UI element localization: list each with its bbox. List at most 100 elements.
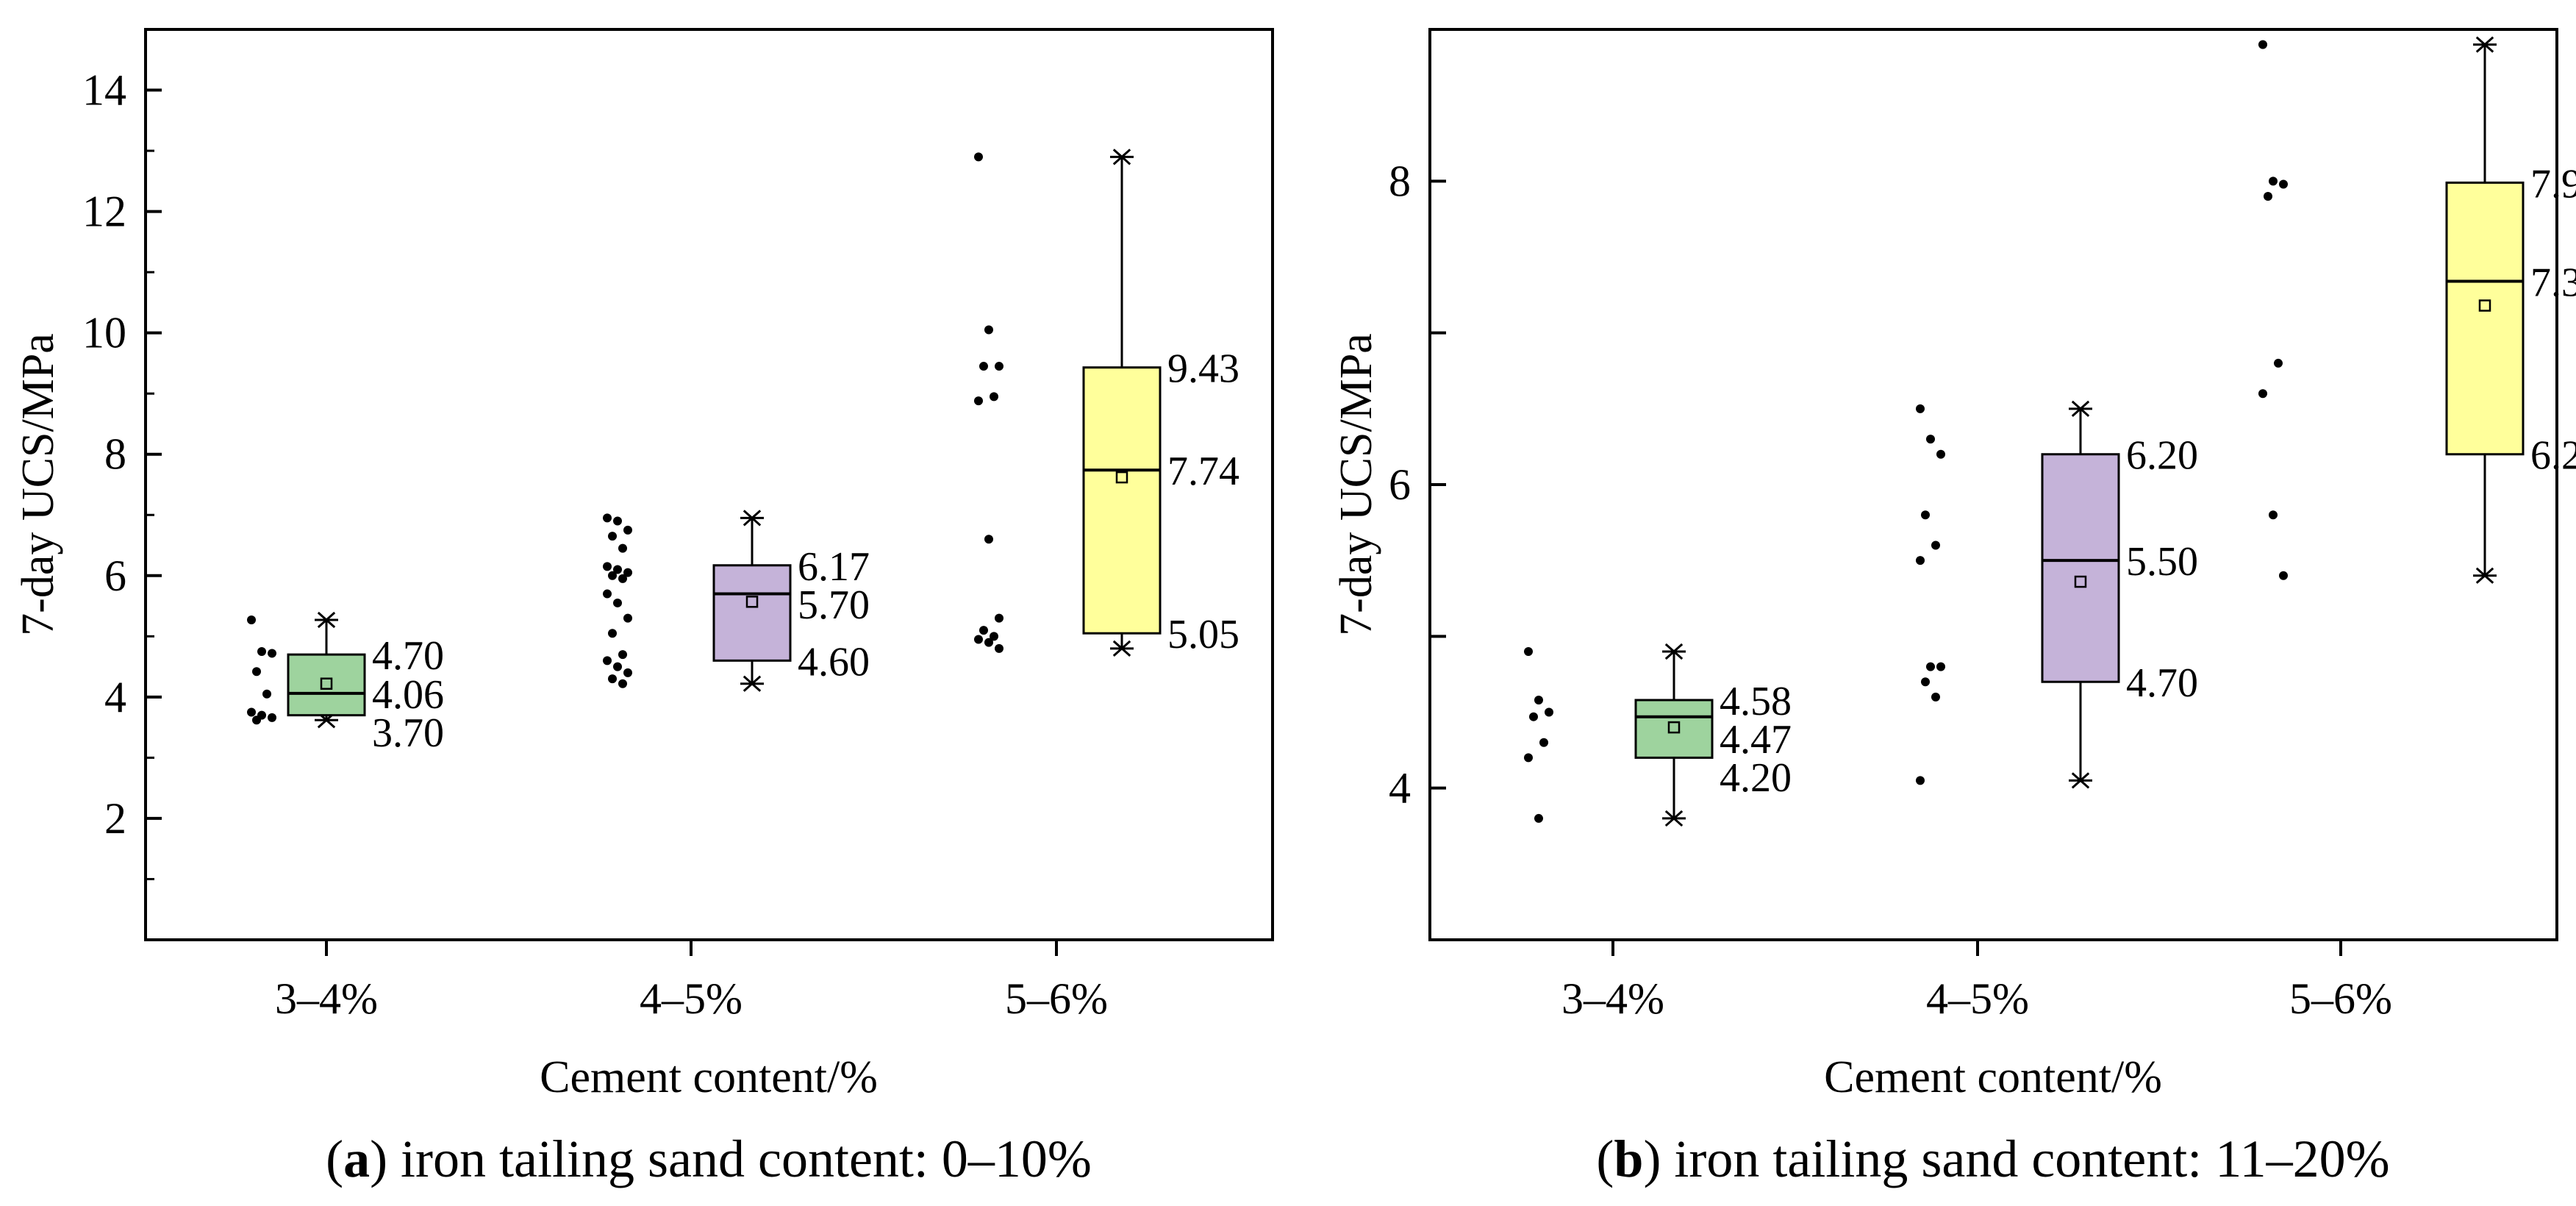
data-point: [1534, 695, 1543, 704]
whisker-cap-lower-star: [2475, 567, 2494, 584]
data-point: [1529, 712, 1538, 721]
y-tick-label: 10: [82, 309, 126, 357]
data-point: [1916, 776, 1925, 785]
q3-label: 6.17: [798, 544, 870, 590]
data-point: [1936, 662, 1945, 671]
data-point: [623, 613, 632, 623]
panel-b-caption: (b) iron tailing sand content: 11–20%: [1596, 1130, 2389, 1188]
panel-a-y-axis-title: 7-day UCS/MPa: [13, 333, 63, 636]
data-point: [1916, 404, 1925, 413]
data-point: [2279, 571, 2288, 580]
y-tick-label: 4: [1389, 764, 1411, 813]
y-tick-label: 6: [1389, 460, 1411, 509]
data-point: [2279, 179, 2288, 189]
data-point: [608, 629, 617, 638]
median-label: 4.47: [1720, 717, 1792, 763]
panel-a: 2 4 6 8 10 12 14 3–4% 4–5% 5–6% 4.704.063.70 6.17…: [13, 28, 1274, 1188]
median-label: 5.50: [2126, 539, 2198, 585]
box-iqr: [287, 653, 366, 717]
data-point: [262, 689, 271, 699]
panel-b-marks: 4.584.474.20 6.20 5.50 4.70 7.99 7.34 6.20: [1524, 36, 2576, 827]
box-group-1: 4.584.474.20: [1524, 643, 1792, 827]
median-label: 4.06: [372, 672, 444, 718]
data-point: [995, 613, 1003, 623]
data-point: [608, 674, 617, 684]
box-group-3: 7.99 7.34 6.20: [2258, 36, 2576, 584]
data-point: [979, 362, 988, 371]
q1-label: 5.05: [1167, 612, 1239, 657]
data-point: [613, 516, 622, 526]
data-point: [1926, 435, 1935, 444]
data-point: [252, 716, 261, 725]
panel-b-plot-frame: [1428, 28, 2558, 941]
q3-label: 6.20: [2126, 433, 2198, 479]
q3-label: 4.70: [372, 633, 444, 679]
data-point: [974, 635, 983, 644]
q1-label: 4.70: [2126, 660, 2198, 706]
x-tick-label: 5–6%: [1005, 974, 1108, 1023]
data-point: [268, 713, 276, 722]
data-point: [1524, 753, 1533, 763]
data-point: [608, 532, 617, 541]
q3-label: 9.43: [1167, 346, 1239, 392]
data-point: [247, 616, 256, 625]
panel-b-x-axis-title: Cement content/%: [1824, 1052, 2162, 1102]
data-point: [603, 589, 612, 599]
box-group-3: 9.43 7.74 5.05: [974, 149, 1239, 657]
box-group-2: 6.175.70 4.60: [603, 510, 870, 692]
data-point: [247, 707, 256, 717]
data-point: [618, 543, 627, 553]
mean-marker: [2074, 575, 2087, 588]
data-point: [1926, 662, 1935, 671]
data-point: [613, 565, 622, 574]
box-group-1: 4.704.063.70: [247, 611, 444, 756]
data-point: [623, 668, 632, 677]
median-label: 7.74: [1167, 449, 1239, 494]
data-point: [618, 679, 627, 688]
x-tick-label: 3–4%: [275, 974, 378, 1023]
data-point: [618, 574, 627, 583]
box-iqr: [1082, 366, 1162, 635]
q1-label: 4.20: [1720, 755, 1792, 801]
x-tick-label: 5–6%: [2289, 974, 2392, 1023]
data-point: [995, 643, 1003, 653]
q1-label: 4.60: [798, 639, 870, 685]
data-point: [2274, 358, 2283, 368]
q1-label: 6.20: [2530, 433, 2576, 479]
data-point: [252, 667, 261, 677]
y-tick-label: 12: [82, 188, 126, 236]
data-point: [1931, 692, 1940, 702]
data-point: [2269, 510, 2278, 520]
data-point: [984, 535, 993, 544]
data-point: [990, 632, 998, 641]
box-group-2: 6.20 5.50 4.70: [1916, 400, 2198, 789]
mean-marker: [320, 677, 333, 690]
panel-b-caption-letter: b: [1614, 1130, 1643, 1188]
panel-a-y-ticks: 2 4 6 8 10 12 14: [82, 66, 162, 880]
data-point: [623, 525, 632, 535]
data-point: [613, 662, 622, 671]
data-point: [603, 513, 612, 523]
y-tick-label: 8: [1389, 157, 1411, 205]
data-point: [1931, 540, 1940, 550]
data-point: [984, 638, 993, 647]
whisker-cap-lower-star: [1664, 810, 1684, 827]
data-point: [603, 656, 612, 666]
x-tick-label: 4–5%: [640, 974, 743, 1023]
panel-a-x-axis-title: Cement content/%: [540, 1052, 878, 1102]
mean-marker: [1667, 721, 1681, 734]
panel-b-y-axis-title: 7-day UCS/MPa: [1331, 333, 1381, 636]
x-tick-label: 3–4%: [1561, 974, 1664, 1023]
data-point: [1916, 556, 1925, 565]
data-point: [974, 396, 983, 406]
whisker-cap-upper-star: [317, 611, 336, 629]
panel-b-x-ticks: 3–4% 4–5% 5–6%: [1561, 940, 2392, 1023]
data-point: [2258, 40, 2267, 49]
q1-label: 3.70: [372, 710, 444, 756]
panel-a-caption-letter: a: [343, 1130, 370, 1188]
median-label: 5.70: [798, 582, 870, 628]
data-point: [603, 562, 612, 571]
whisker-cap-upper-star: [743, 510, 762, 527]
q3-label: 4.58: [1720, 679, 1792, 724]
